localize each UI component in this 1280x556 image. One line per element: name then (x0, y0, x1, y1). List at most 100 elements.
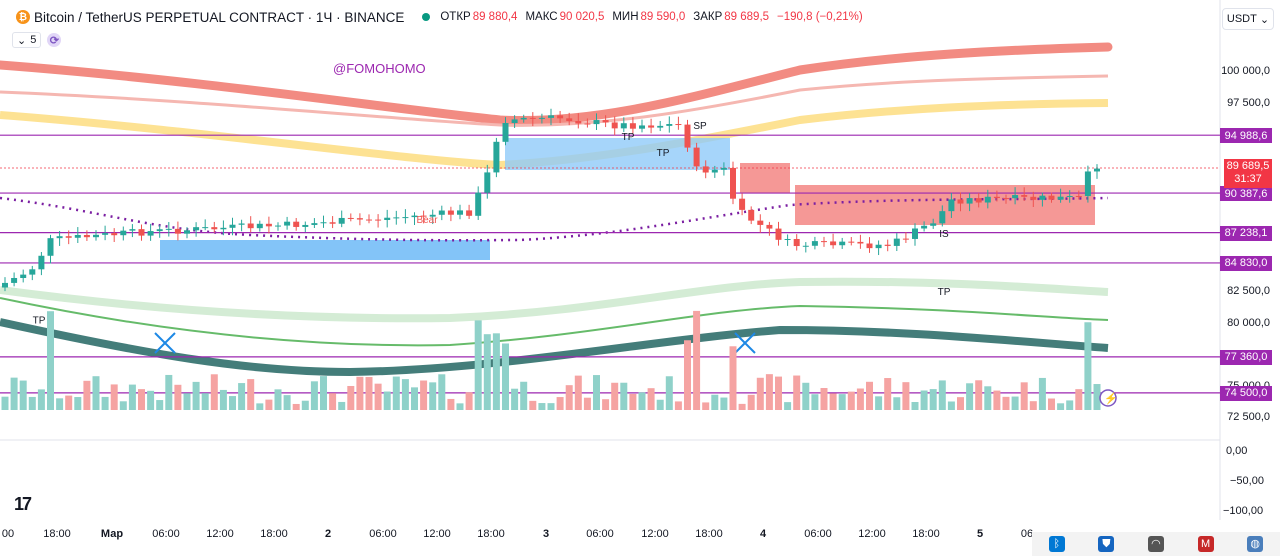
candle-body (584, 123, 591, 125)
candle-body (120, 230, 127, 236)
symbol-title[interactable]: Bitcoin / TetherUS PERPETUAL CONTRACT · … (34, 9, 405, 25)
globe-icon[interactable]: ◍ (1247, 536, 1264, 552)
volume-bar (492, 333, 500, 410)
candle-body (575, 121, 582, 124)
volume-bar (838, 394, 846, 410)
candle-body (966, 198, 973, 204)
time-tick: 00 (1, 528, 15, 540)
volume-bar (119, 401, 127, 410)
candle-body (411, 215, 418, 218)
volume-bar (511, 388, 519, 410)
candle-body (447, 210, 454, 215)
sync-icon[interactable]: ⟳ (47, 33, 62, 47)
time-tick: 12:00 (206, 528, 234, 540)
ma-ribbon-teal (0, 318, 1109, 377)
candle-body (1094, 168, 1100, 172)
volume-bar (993, 390, 1001, 410)
candle-body (284, 221, 291, 226)
signal-label: TP (622, 132, 635, 143)
candle-body (402, 217, 409, 219)
volume-bar (1057, 403, 1065, 410)
volume-bar (92, 376, 100, 410)
candle-body (893, 238, 900, 246)
current-price-badge: 89 689,5 31:37 (1224, 159, 1272, 188)
volume-bar (747, 394, 755, 410)
volume-bar (674, 401, 682, 410)
volume-bar (866, 381, 873, 410)
cross-marker-icon (154, 332, 176, 354)
volume-bar (502, 343, 509, 410)
candle-body (830, 241, 837, 246)
candle-body (611, 122, 618, 129)
volume-bar (538, 403, 546, 410)
volume-bar (638, 392, 646, 410)
candle-body (47, 238, 54, 256)
volume-bar (984, 386, 992, 410)
change-value: −190,8 (−0,21%) (777, 11, 863, 23)
price-tick: 72 500,0 (1227, 411, 1270, 423)
candle-body (202, 227, 209, 229)
candle-body (538, 117, 545, 119)
indicator-legend: ⌄ 5 ⟳ (12, 32, 62, 48)
volume-bar (356, 376, 364, 410)
candle-body (957, 199, 964, 204)
time-tick: 06:00 (152, 528, 180, 540)
volume-bar (201, 393, 209, 410)
candle-body (1048, 195, 1055, 200)
currency-select[interactable]: USDT ⌄ (1222, 8, 1274, 30)
candle-body (775, 228, 782, 240)
candle-body (566, 118, 573, 122)
time-tick: 18:00 (912, 528, 940, 540)
close-label: ЗАКР (693, 11, 723, 23)
candle-body (557, 115, 564, 119)
candle-body (1057, 196, 1064, 200)
candle-body (666, 124, 673, 126)
volume-bar (1084, 322, 1092, 410)
chevron-down-icon: ⌄ (17, 34, 27, 47)
lightning-glyph: ⚡ (1104, 392, 1118, 405)
shield-icon[interactable]: ⛊ (1098, 536, 1115, 552)
candle-body (493, 141, 500, 173)
volume-bar (975, 380, 983, 410)
candle-body (711, 169, 718, 173)
volume-bar (28, 396, 36, 410)
osc-tick-0: 0,00 (1226, 445, 1248, 457)
cloud-band-blue (505, 138, 730, 170)
volume-bar (292, 403, 300, 410)
candle-body (375, 219, 382, 221)
candle-body (366, 219, 372, 221)
time-tick: 06 (1020, 528, 1034, 540)
candle-body (639, 125, 645, 129)
candle-body (466, 210, 473, 216)
candle-body (184, 230, 190, 234)
volume-bar (729, 346, 737, 410)
indicator-toggle[interactable]: ⌄ 5 (12, 32, 42, 48)
mcafee-icon[interactable]: M (1197, 536, 1214, 552)
volume-bar (738, 403, 746, 410)
network-icon[interactable]: ◠ (1147, 536, 1164, 552)
volume-bar (957, 397, 964, 410)
candle-body (1012, 195, 1019, 199)
volume-bar (19, 380, 27, 410)
osc-tick-1: −50,00 (1230, 475, 1264, 487)
volume-bar (229, 396, 236, 410)
time-axis[interactable]: 00 18:00 Мар 06:00 12:00 18:00 2 06:00 12:00 18:0… (0, 520, 1220, 548)
level-badge: 77 360,0 (1220, 349, 1272, 365)
candle-body (83, 234, 90, 238)
tradingview-logo-icon[interactable]: 17 (14, 494, 32, 514)
osc-tick-2: −100,00 (1223, 505, 1264, 517)
volume-bar (265, 399, 273, 410)
volume-bar (820, 388, 828, 410)
volume-bar (65, 395, 73, 410)
volume-bar (374, 383, 382, 410)
candle-body (393, 217, 400, 219)
cross-marker-icon (734, 332, 756, 354)
volume-bar (147, 390, 155, 410)
volume-bar (320, 376, 327, 410)
volume-bar (856, 388, 864, 410)
volume-bar (1, 396, 9, 410)
ohlc-values: ОТКР 89 880,4 МАКС 90 020,5 МИН 89 590,0… (440, 11, 862, 23)
volume-bar (183, 393, 191, 410)
bluetooth-icon[interactable]: ᛒ (1048, 536, 1065, 552)
